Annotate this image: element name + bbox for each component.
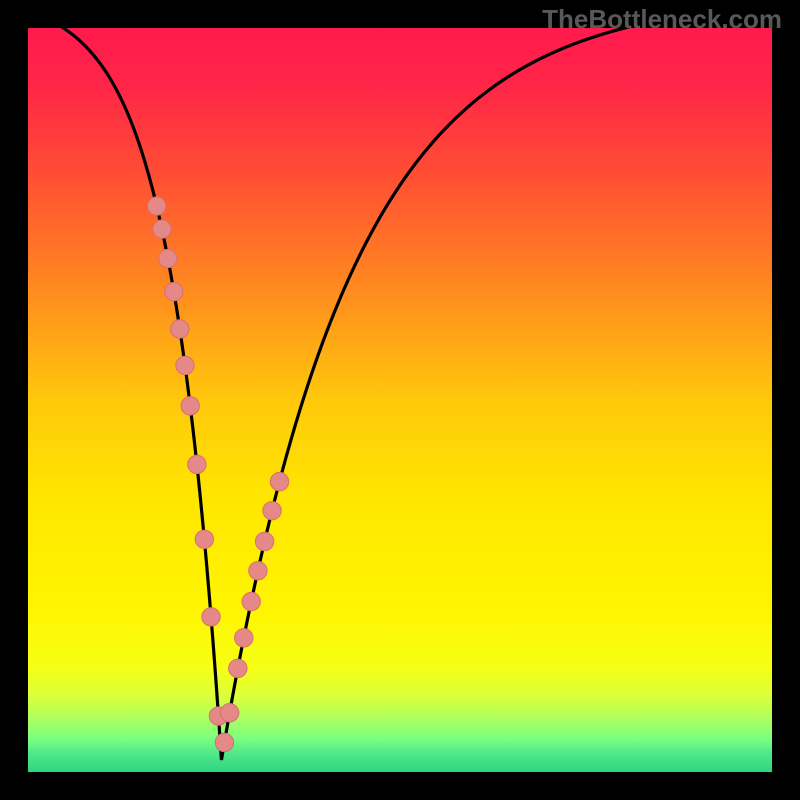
data-marker (255, 532, 273, 550)
data-marker (171, 320, 189, 338)
data-marker (202, 608, 220, 626)
data-marker (188, 455, 206, 473)
data-marker (159, 249, 177, 267)
data-marker (148, 197, 166, 215)
data-marker (176, 356, 194, 374)
data-marker (270, 472, 288, 490)
data-marker (181, 397, 199, 415)
watermark-text: TheBottleneck.com (542, 4, 782, 35)
data-marker (165, 282, 183, 300)
gradient-background (28, 28, 772, 772)
data-marker (242, 592, 260, 610)
data-marker (153, 220, 171, 238)
data-marker (263, 501, 281, 519)
data-marker (195, 530, 213, 548)
data-marker (215, 733, 233, 751)
data-marker (220, 704, 238, 722)
data-marker (235, 629, 253, 647)
data-marker (229, 659, 247, 677)
data-marker (249, 562, 267, 580)
bottleneck-chart (0, 0, 800, 800)
